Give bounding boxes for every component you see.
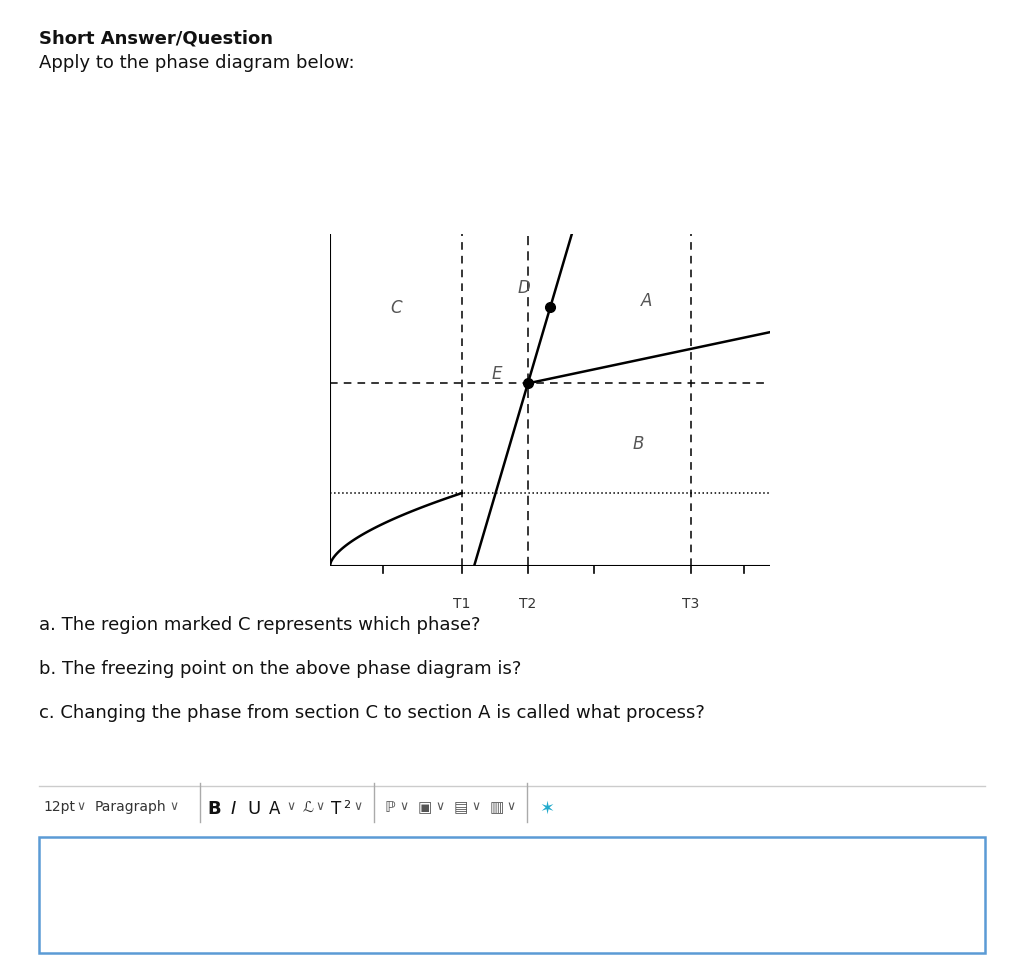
Text: ∨: ∨ [471,799,480,812]
Text: b. The freezing point on the above phase diagram is?: b. The freezing point on the above phase… [39,659,521,677]
Text: ▥: ▥ [489,799,504,814]
Text: a. The region marked C represents which phase?: a. The region marked C represents which … [39,616,480,633]
Text: A: A [269,799,281,817]
Text: ∨: ∨ [287,799,296,812]
Text: C: C [390,299,401,317]
Text: Apply to the phase diagram below:: Apply to the phase diagram below: [39,54,354,71]
Text: T2: T2 [519,597,537,611]
Text: I: I [230,799,236,817]
Text: ∨: ∨ [353,799,362,812]
Text: ∨: ∨ [77,799,86,812]
Text: ∨: ∨ [315,799,325,812]
Text: ∨: ∨ [507,799,516,812]
Text: T: T [331,799,341,817]
Text: A: A [641,292,652,310]
Text: Short Answer/Question: Short Answer/Question [39,29,273,47]
Text: ∨: ∨ [169,799,178,812]
Text: T1: T1 [454,597,470,611]
Text: Paragraph: Paragraph [94,799,166,813]
Text: E: E [492,365,503,383]
Text: ∨: ∨ [435,799,444,812]
Text: ✶: ✶ [540,799,555,817]
Text: ∨: ∨ [399,799,409,812]
Text: U: U [248,799,261,817]
Text: ℙ: ℙ [384,799,394,814]
Text: T3: T3 [682,597,699,611]
Text: 12pt: 12pt [43,799,75,813]
Text: 2: 2 [343,799,350,809]
Text: c. Changing the phase from section C to section A is called what process?: c. Changing the phase from section C to … [39,703,705,721]
Text: B: B [632,435,644,452]
Text: ℒ: ℒ [302,799,313,814]
Text: ▣: ▣ [418,799,432,814]
Text: D: D [517,278,530,297]
Text: ▤: ▤ [454,799,468,814]
Text: B: B [208,799,221,817]
